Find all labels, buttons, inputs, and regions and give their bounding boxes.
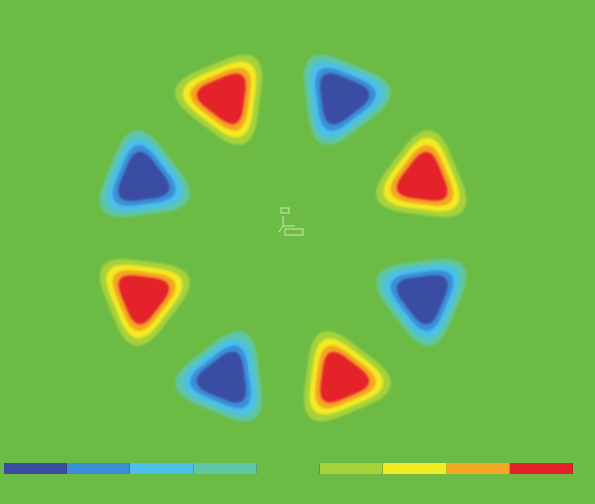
lobe-upper-right-contour-band	[319, 73, 370, 125]
legend-band-2	[67, 463, 131, 474]
mode-shape-lobes	[99, 54, 467, 422]
legend-band-8	[446, 463, 510, 474]
color-scale-labels	[4, 483, 573, 495]
legend-band-9	[509, 463, 573, 474]
triad-mark-3	[280, 207, 290, 214]
lobe-left-upper-contour-band	[118, 151, 170, 202]
lobe-left-lower-contour-band	[118, 274, 170, 325]
legend-label-3	[130, 483, 193, 495]
triad-mark-2	[278, 225, 284, 233]
lobe-upper-left	[175, 54, 263, 145]
legend-label-7	[383, 483, 446, 495]
legend-band-1	[4, 463, 68, 474]
legend-label-4	[194, 483, 257, 495]
legend-label-2	[67, 483, 130, 495]
lobe-upper-left-contour-band	[196, 73, 247, 125]
lobe-right-upper	[376, 130, 467, 218]
legend-label-6	[320, 483, 383, 495]
lobe-left-upper	[99, 130, 190, 218]
legend-band-4	[193, 463, 257, 474]
lobe-right-upper-contour-band	[396, 151, 448, 202]
legend-band-6	[320, 463, 384, 474]
lobe-left-lower	[99, 258, 190, 346]
legend-band-5	[256, 463, 321, 474]
color-scale-legend	[4, 463, 573, 474]
lobe-lower-left	[175, 331, 263, 422]
lobe-lower-right	[303, 331, 391, 422]
lobe-lower-left-contour-band	[196, 351, 247, 403]
lobe-right-lower-contour-band	[396, 274, 448, 325]
lobe-lower-right-contour-band	[319, 351, 370, 403]
coordinate-axes-icon	[278, 207, 304, 236]
lobe-upper-right	[303, 54, 391, 145]
legend-label-5	[257, 483, 320, 495]
legend-label-1	[4, 483, 67, 495]
legend-label-8	[447, 483, 510, 495]
lobe-right-lower	[376, 258, 467, 346]
legend-band-7	[383, 463, 447, 474]
legend-band-3	[130, 463, 194, 474]
triad-mark-4	[284, 228, 304, 236]
legend-label-9	[510, 483, 573, 495]
